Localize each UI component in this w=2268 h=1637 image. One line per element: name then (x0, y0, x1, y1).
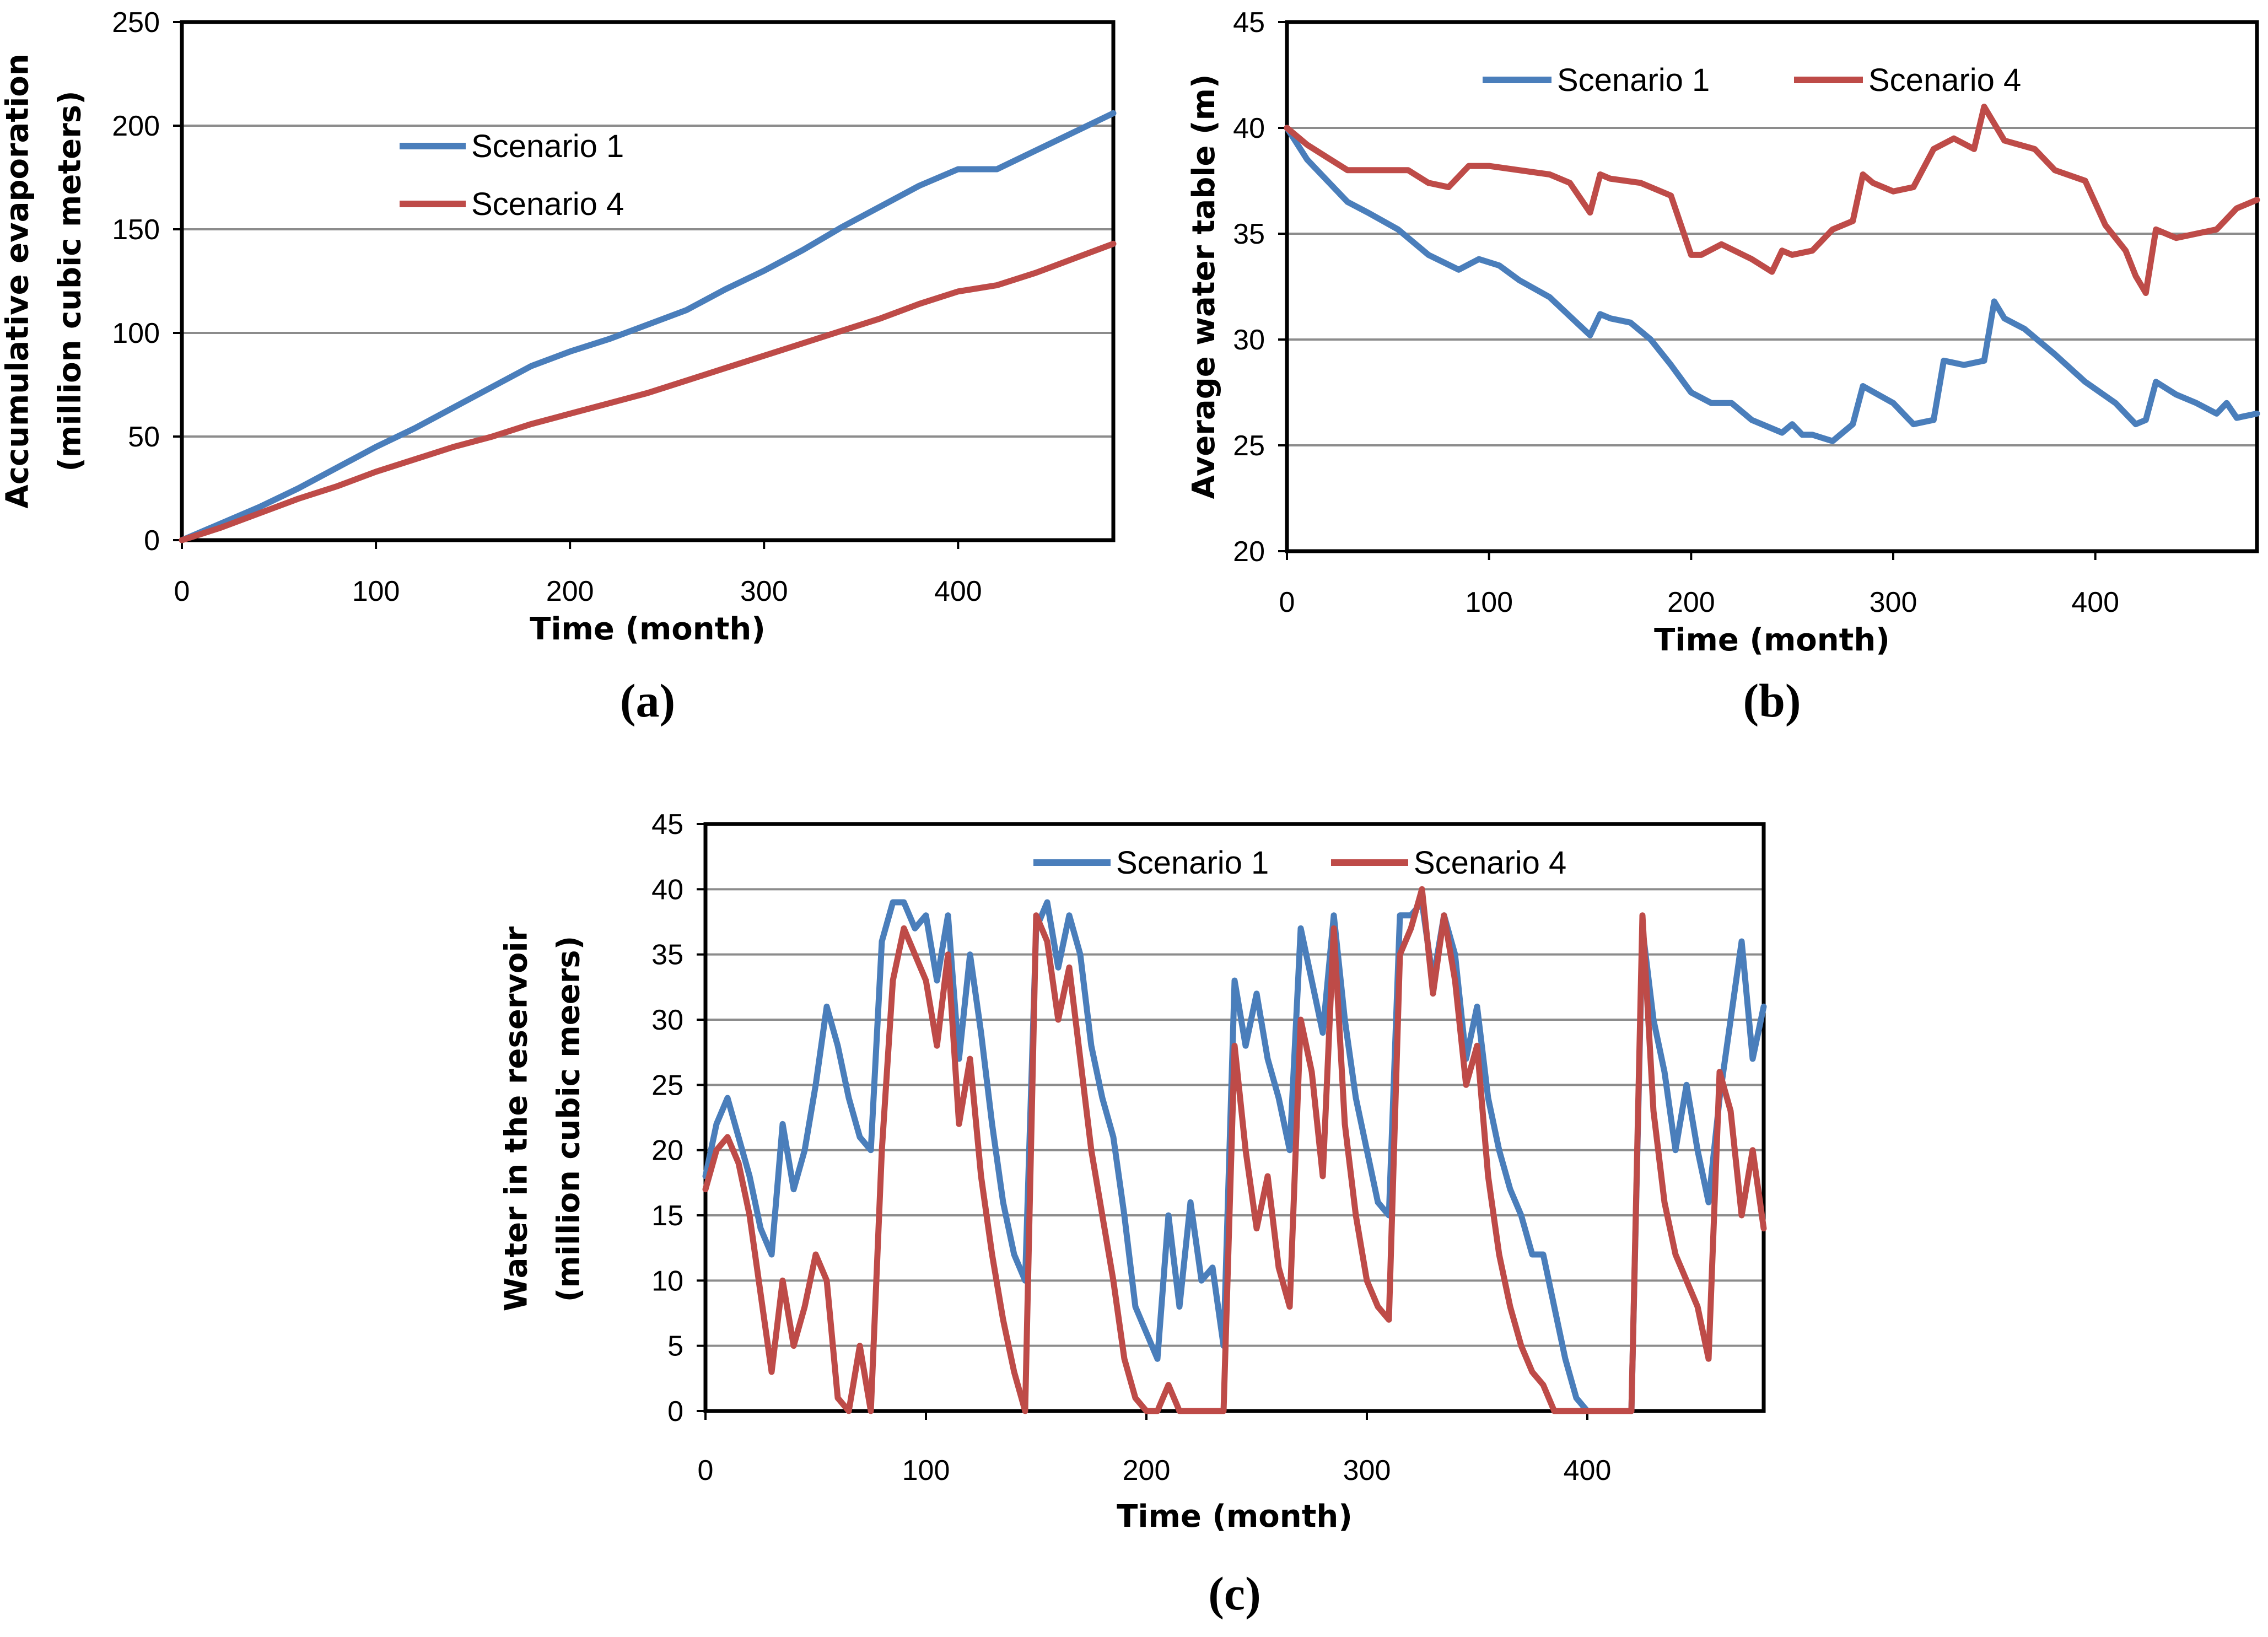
y-axis-label: Accumulative evaporation (million cubic m… (0, 53, 88, 508)
x-tick-label: 0 (698, 1455, 714, 1487)
y-tick-label: 0 (667, 1396, 683, 1428)
y-tick-label: 40 (651, 874, 683, 906)
panel-label: (c) (1208, 1567, 1260, 1620)
y-tick-label: 35 (1233, 218, 1265, 250)
series-line-scenario-1 (702, 899, 1767, 1414)
legend-label: Scenario 4 (1414, 845, 1566, 881)
y-tick-label: 20 (651, 1135, 683, 1167)
x-axis-label: Time (month) (1117, 1499, 1353, 1534)
x-tick-label: 300 (1870, 586, 1917, 618)
y-axis-label-line: (million cubic meters) (52, 90, 88, 471)
y-tick-label: 40 (1233, 112, 1265, 144)
y-tick-label: 100 (112, 317, 160, 349)
legend-label: Scenario 1 (471, 128, 624, 164)
x-tick-label: 200 (1123, 1455, 1171, 1487)
x-axis-label: Time (month) (530, 611, 766, 647)
x-tick-label: 300 (740, 575, 788, 607)
series-line-scenario-1 (1284, 125, 2260, 444)
y-tick-label: 150 (112, 214, 160, 246)
plot-frame (180, 20, 1116, 542)
y-axis-label-line: (million cubic meers) (551, 936, 587, 1302)
legend-label: Scenario 4 (1868, 62, 2021, 98)
y-axis-label-line: Accumulative evaporation (0, 53, 36, 508)
y-tick-label: 30 (1233, 324, 1265, 356)
x-tick-label: 100 (902, 1455, 950, 1487)
legend-label: Scenario 4 (471, 186, 624, 222)
series-line-scenario-1 (179, 110, 1117, 543)
y-tick-label: 15 (651, 1200, 683, 1232)
y-tick-label: 50 (128, 421, 160, 453)
chart-panel-b: 20 25 30 35 40 45 0 100 200 300 400 Scenario 1 Scena… (1186, 7, 2260, 727)
y-axis-label: Water in the reservoir (million cubic mee… (499, 926, 587, 1311)
x-tick-label: 100 (352, 575, 400, 607)
y-axis-label: Average water table (m) (1186, 74, 1222, 499)
x-tick-label: 100 (1465, 586, 1513, 618)
x-tick-label: 200 (1667, 586, 1715, 618)
plot-frame (1285, 20, 2259, 553)
x-tick-label: 300 (1343, 1455, 1391, 1487)
y-tick-label: 250 (112, 7, 160, 39)
y-tick-label: 0 (144, 525, 160, 557)
y-tick-label: 25 (651, 1069, 683, 1101)
series-line-scenario-4 (702, 886, 1767, 1414)
chart-panel-a: 0 50 100 150 200 250 0 100 200 300 400 Scenario 1 Sc… (0, 7, 1117, 727)
y-tick-label: 30 (651, 1004, 683, 1036)
chart-panel-c: 0 5 10 15 20 25 30 35 40 45 0 100 200 300 400 Scenario … (499, 809, 1767, 1620)
y-tick-label: 45 (651, 809, 683, 841)
y-axis-label-line: Average water table (m) (1186, 74, 1222, 499)
y-tick-label: 10 (651, 1265, 683, 1297)
y-tick-label: 45 (1233, 7, 1265, 39)
x-tick-label: 200 (546, 575, 594, 607)
x-tick-label: 400 (1564, 1455, 1612, 1487)
y-tick-label: 35 (651, 939, 683, 971)
panel-label: (a) (620, 674, 675, 727)
x-tick-label: 0 (174, 575, 190, 607)
y-tick-label: 20 (1233, 536, 1265, 568)
legend-label: Scenario 1 (1557, 62, 1710, 98)
x-tick-label: 400 (934, 575, 982, 607)
x-axis-label: Time (month) (1654, 622, 1890, 658)
legend-label: Scenario 1 (1116, 845, 1269, 881)
series-line-scenario-4 (179, 240, 1117, 543)
series-line-scenario-4 (1284, 104, 2260, 296)
y-tick-label: 5 (667, 1331, 683, 1363)
x-tick-label: 400 (2071, 586, 2119, 618)
plot-frame (703, 822, 1766, 1413)
panel-label: (b) (1743, 674, 1801, 727)
y-tick-label: 200 (112, 110, 160, 142)
y-axis-label-line: Water in the reservoir (499, 926, 535, 1311)
y-tick-label: 25 (1233, 430, 1265, 462)
x-tick-label: 0 (1279, 586, 1295, 618)
